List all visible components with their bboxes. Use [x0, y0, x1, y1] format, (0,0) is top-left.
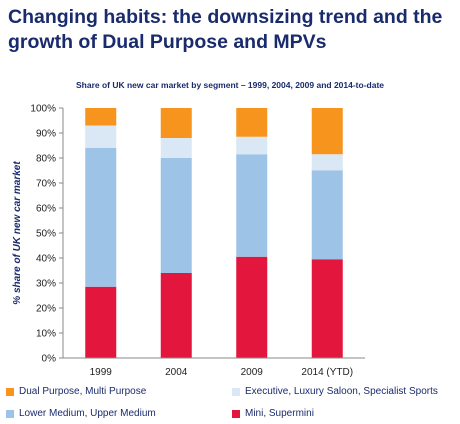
- legend-item: Mini, Supermini: [232, 408, 314, 419]
- y-tick-label: 0%: [42, 354, 57, 365]
- page-title: Changing habits: the downsizing trend an…: [8, 6, 443, 53]
- x-tick-label: 2014 (YTD): [301, 367, 353, 378]
- bar-segment: [85, 148, 117, 287]
- chart-legend: Dual Purpose, Multi Purpose Executive, Lu…: [0, 378, 460, 424]
- legend-swatch: [6, 387, 14, 396]
- legend-swatch: [6, 409, 14, 418]
- bar-segment: [85, 108, 117, 126]
- y-tick-label: 100%: [30, 104, 56, 115]
- bar-segment: [311, 154, 343, 171]
- x-tick-label: 2004: [165, 367, 188, 378]
- y-tick-label: 60%: [36, 204, 56, 215]
- bar-segment: [236, 108, 268, 137]
- y-tick-label: 90%: [36, 129, 56, 140]
- legend-label: Executive, Luxury Saloon, Specialist Spo…: [245, 386, 438, 397]
- chart-title: Share of UK new car market by segment – …: [75, 80, 385, 90]
- bar-segment: [236, 256, 268, 358]
- legend-item: Dual Purpose, Multi Purpose: [6, 386, 146, 397]
- y-tick-label: 20%: [36, 304, 56, 315]
- x-tick-label: 2009: [241, 367, 264, 378]
- bar-segment: [311, 259, 343, 358]
- bar-segment: [160, 108, 192, 138]
- x-tick-label: 1999: [90, 367, 113, 378]
- y-tick-label: 30%: [36, 279, 56, 290]
- y-tick-label: 40%: [36, 254, 56, 265]
- bar-segment: [160, 158, 192, 273]
- bar-segment: [311, 108, 343, 155]
- y-tick-label: 10%: [36, 329, 56, 340]
- bar-segment: [311, 170, 343, 260]
- bar-segment: [85, 125, 117, 148]
- bar-segment: [85, 286, 117, 358]
- bar-segment: [236, 136, 268, 155]
- legend-label: Mini, Supermini: [245, 408, 314, 419]
- y-axis-label: % share of UK new car market: [12, 161, 23, 305]
- bar-segment: [236, 154, 268, 257]
- legend-swatch: [232, 387, 240, 396]
- y-tick-label: 80%: [36, 154, 56, 165]
- legend-label: Lower Medium, Upper Medium: [19, 408, 156, 419]
- legend-swatch: [232, 409, 240, 418]
- legend-item: Executive, Luxury Saloon, Specialist Spo…: [232, 386, 438, 397]
- legend-item: Lower Medium, Upper Medium: [6, 408, 156, 419]
- legend-label: Dual Purpose, Multi Purpose: [19, 386, 147, 397]
- bar-segment: [160, 273, 192, 358]
- y-tick-label: 50%: [36, 229, 56, 240]
- bar-segment: [160, 138, 192, 158]
- y-tick-label: 70%: [36, 179, 56, 190]
